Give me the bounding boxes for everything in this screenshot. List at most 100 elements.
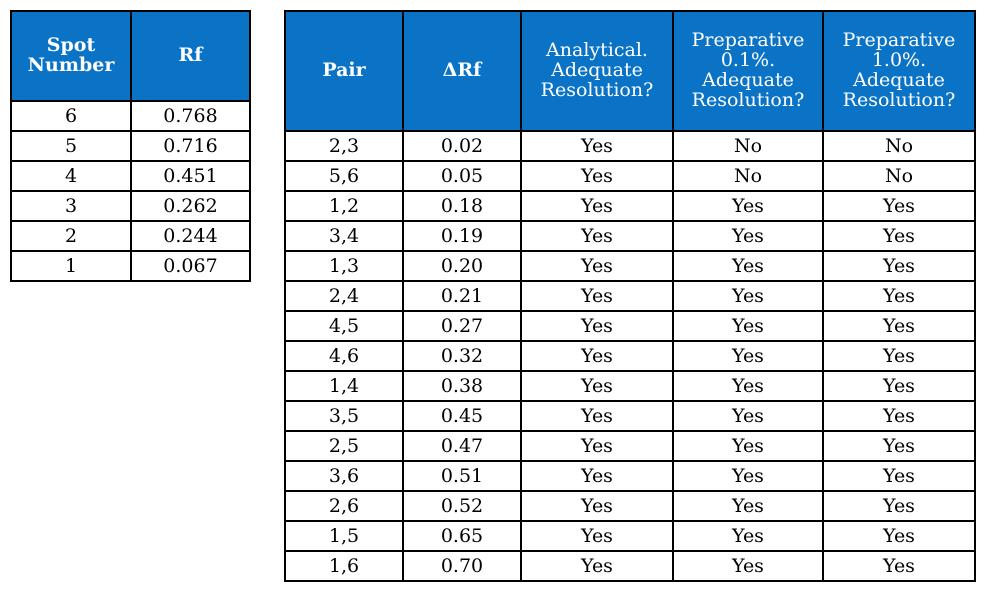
preparative-10-resolution-cell: Yes: [822, 340, 976, 372]
pair-cell: 3,6: [284, 460, 404, 492]
table-row: 1,4 0.38 Yes Yes Yes: [284, 370, 976, 402]
preparative-10-resolution-cell: Yes: [822, 490, 976, 522]
pair-cell: 3,5: [284, 400, 404, 432]
pair-cell: 1,4: [284, 370, 404, 402]
delta-rf-cell: 0.19: [402, 220, 522, 252]
preparative-10-resolution-cell: Yes: [822, 460, 976, 492]
pair-table-body: 2,3 0.02 Yes No No 5,6 0.05 Yes No No 1,2 0.18 Yes Ye…: [284, 130, 976, 582]
preparative-01-resolution-cell: Yes: [672, 250, 824, 282]
delta-rf-cell: 0.21: [402, 280, 522, 312]
preparative-01-resolution-cell: Yes: [672, 340, 824, 372]
rf-value-cell: 0.716: [130, 130, 251, 162]
table-row: 1,3 0.20 Yes Yes Yes: [284, 250, 976, 282]
preparative-10-resolution-cell: Yes: [822, 310, 976, 342]
preparative-10-resolution-cell: Yes: [822, 370, 976, 402]
table-row: 2,5 0.47 Yes Yes Yes: [284, 430, 976, 462]
table-row: 3,4 0.19 Yes Yes Yes: [284, 220, 976, 252]
spot-number-cell: 4: [10, 160, 132, 192]
delta-rf-cell: 0.70: [402, 550, 522, 582]
pair-cell: 2,5: [284, 430, 404, 462]
analytical-resolution-cell: Yes: [520, 520, 674, 552]
table-row: 3,5 0.45 Yes Yes Yes: [284, 400, 976, 432]
pair-cell: 4,5: [284, 310, 404, 342]
preparative-10-resolution-cell: Yes: [822, 400, 976, 432]
table-row: 4 0.451: [10, 160, 251, 192]
spot-number-cell: 2: [10, 220, 132, 252]
header-preparative-10-resolution: Preparative 1.0%. Adequate Resolution?: [822, 10, 976, 132]
delta-rf-cell: 0.65: [402, 520, 522, 552]
rf-value-cell: 0.262: [130, 190, 251, 222]
rf-value-cell: 0.244: [130, 220, 251, 252]
preparative-01-resolution-cell: Yes: [672, 430, 824, 462]
preparative-10-resolution-cell: Yes: [822, 280, 976, 312]
rf-value-cell: 0.067: [130, 250, 251, 282]
preparative-01-resolution-cell: Yes: [672, 220, 824, 252]
pair-cell: 1,5: [284, 520, 404, 552]
header-preparative-01-resolution: Preparative 0.1%. Adequate Resolution?: [672, 10, 824, 132]
table-row: 5,6 0.05 Yes No No: [284, 160, 976, 192]
preparative-01-resolution-cell: Yes: [672, 550, 824, 582]
delta-rf-cell: 0.05: [402, 160, 522, 192]
pair-cell: 1,2: [284, 190, 404, 222]
table-row: 4,5 0.27 Yes Yes Yes: [284, 310, 976, 342]
preparative-01-resolution-cell: No: [672, 130, 824, 162]
table-row: 6 0.768: [10, 100, 251, 132]
table-row: 1,5 0.65 Yes Yes Yes: [284, 520, 976, 552]
preparative-10-resolution-cell: No: [822, 130, 976, 162]
spot-table-body: 6 0.768 5 0.716 4 0.451 3 0.262 2 0.244 1 0.067: [10, 100, 251, 282]
preparative-01-resolution-cell: Yes: [672, 400, 824, 432]
table-row: 3,6 0.51 Yes Yes Yes: [284, 460, 976, 492]
preparative-01-resolution-cell: Yes: [672, 490, 824, 522]
table-header-row: Spot Number Rf: [10, 10, 251, 102]
preparative-10-resolution-cell: Yes: [822, 430, 976, 462]
delta-rf-cell: 0.52: [402, 490, 522, 522]
analytical-resolution-cell: Yes: [520, 250, 674, 282]
analytical-resolution-cell: Yes: [520, 190, 674, 222]
pair-cell: 2,6: [284, 490, 404, 522]
table-row: 2,6 0.52 Yes Yes Yes: [284, 490, 976, 522]
analytical-resolution-cell: Yes: [520, 160, 674, 192]
pair-cell: 5,6: [284, 160, 404, 192]
preparative-10-resolution-cell: Yes: [822, 250, 976, 282]
spot-number-cell: 1: [10, 250, 132, 282]
pair-cell: 3,4: [284, 220, 404, 252]
table-header-row: Pair ΔRf Analytical. Adequate Resolution…: [284, 10, 976, 132]
pair-cell: 4,6: [284, 340, 404, 372]
delta-rf-cell: 0.02: [402, 130, 522, 162]
header-spot-number: Spot Number: [10, 10, 132, 102]
preparative-10-resolution-cell: Yes: [822, 520, 976, 552]
preparative-10-resolution-cell: No: [822, 160, 976, 192]
analytical-resolution-cell: Yes: [520, 130, 674, 162]
preparative-10-resolution-cell: Yes: [822, 220, 976, 252]
preparative-01-resolution-cell: Yes: [672, 370, 824, 402]
table-row: 2 0.244: [10, 220, 251, 252]
delta-rf-cell: 0.32: [402, 340, 522, 372]
analytical-resolution-cell: Yes: [520, 340, 674, 372]
header-analytical-resolution: Analytical. Adequate Resolution?: [520, 10, 674, 132]
analytical-resolution-cell: Yes: [520, 460, 674, 492]
table-row: 2,4 0.21 Yes Yes Yes: [284, 280, 976, 312]
preparative-01-resolution-cell: Yes: [672, 190, 824, 222]
pair-cell: 2,4: [284, 280, 404, 312]
delta-rf-cell: 0.20: [402, 250, 522, 282]
table-row: 4,6 0.32 Yes Yes Yes: [284, 340, 976, 372]
header-delta-rf: ΔRf: [402, 10, 522, 132]
preparative-01-resolution-cell: Yes: [672, 460, 824, 492]
analytical-resolution-cell: Yes: [520, 490, 674, 522]
table-row: 1,6 0.70 Yes Yes Yes: [284, 550, 976, 582]
delta-rf-cell: 0.47: [402, 430, 522, 462]
spot-number-cell: 5: [10, 130, 132, 162]
pair-cell: 1,3: [284, 250, 404, 282]
rf-value-cell: 0.451: [130, 160, 251, 192]
table-row: 5 0.716: [10, 130, 251, 162]
delta-rf-cell: 0.27: [402, 310, 522, 342]
preparative-01-resolution-cell: Yes: [672, 310, 824, 342]
analytical-resolution-cell: Yes: [520, 400, 674, 432]
rf-value-cell: 0.768: [130, 100, 251, 132]
analytical-resolution-cell: Yes: [520, 430, 674, 462]
analytical-resolution-cell: Yes: [520, 220, 674, 252]
spot-number-cell: 3: [10, 190, 132, 222]
preparative-01-resolution-cell: Yes: [672, 520, 824, 552]
delta-rf-cell: 0.45: [402, 400, 522, 432]
preparative-01-resolution-cell: Yes: [672, 280, 824, 312]
